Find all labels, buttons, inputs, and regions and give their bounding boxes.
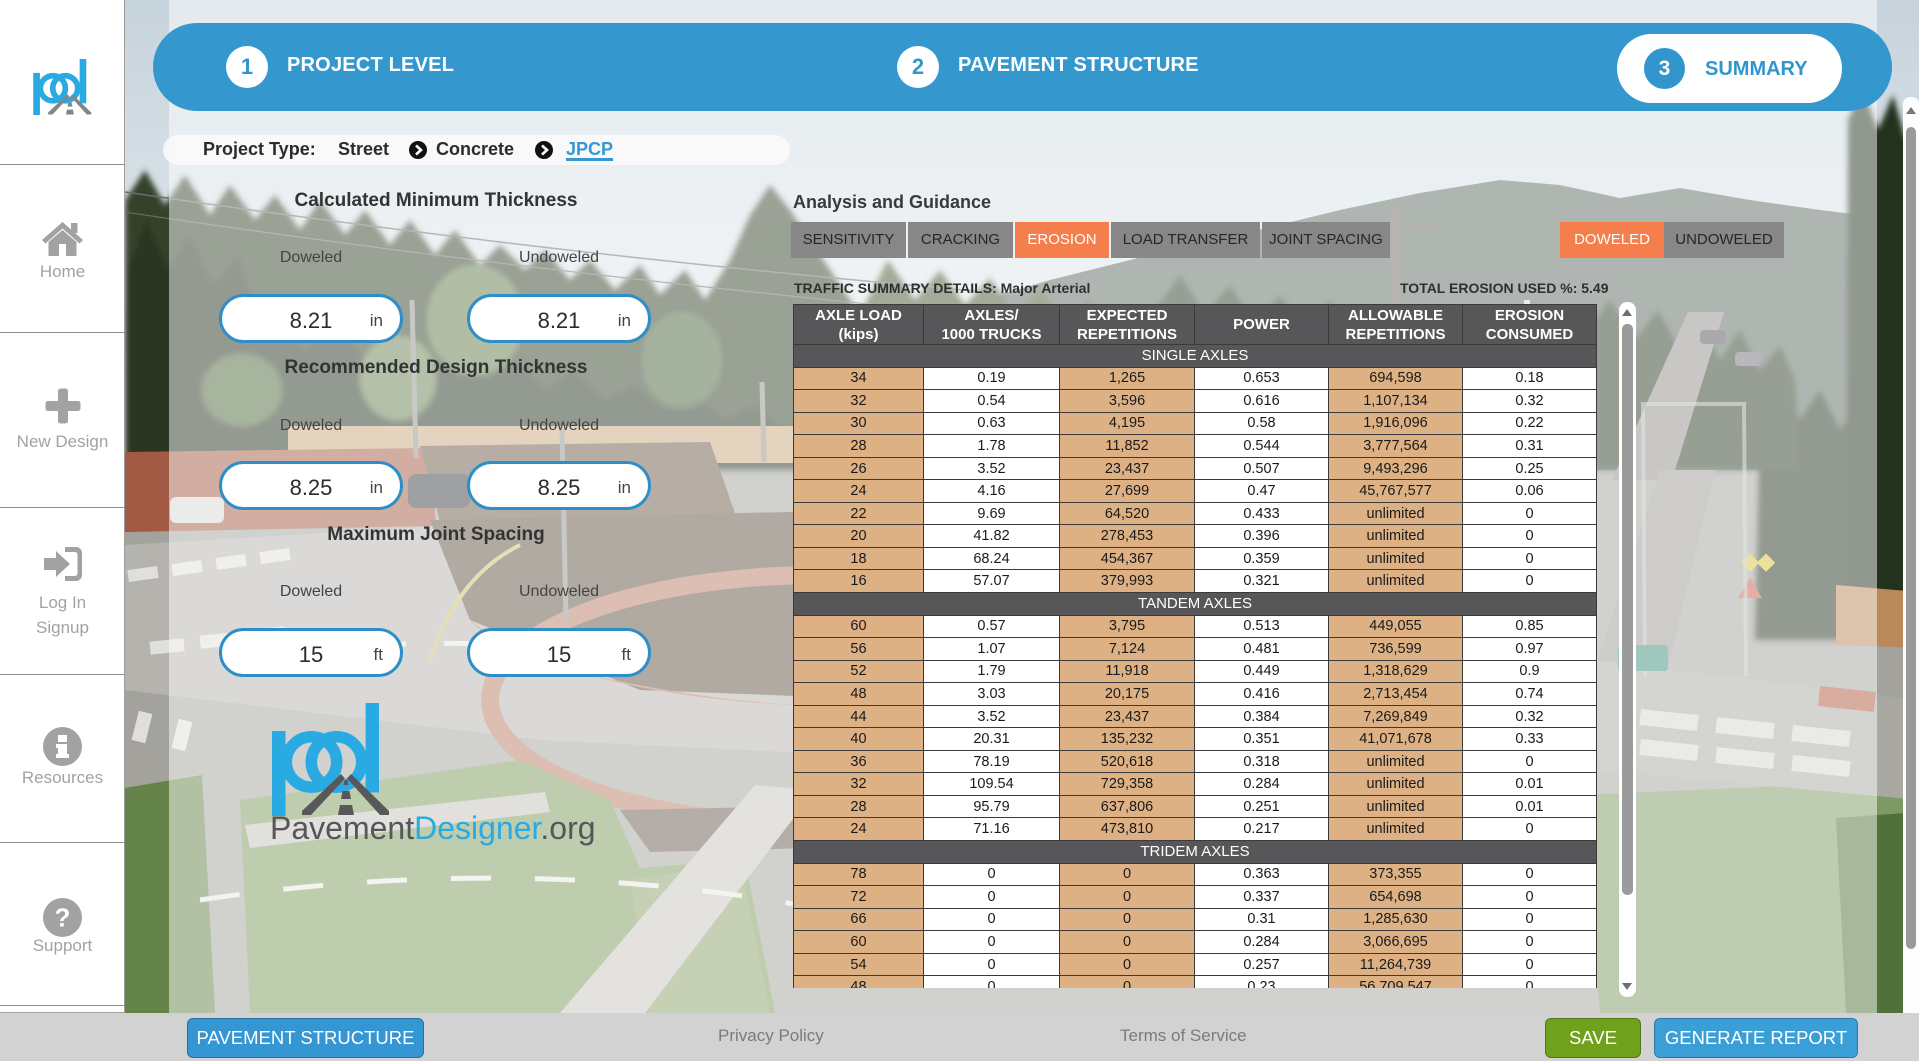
svg-text:?: ?: [55, 903, 71, 933]
